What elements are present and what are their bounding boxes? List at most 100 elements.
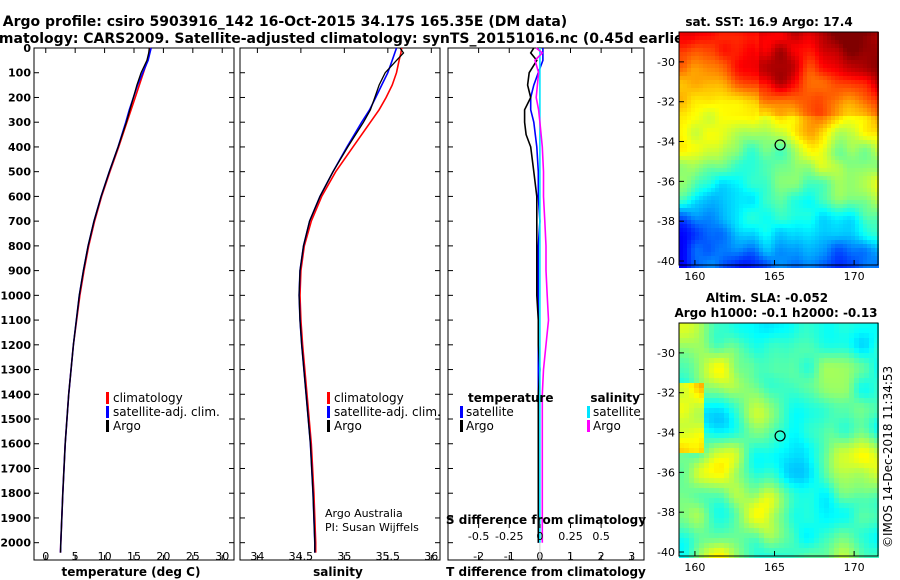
map-cell <box>723 208 727 212</box>
map-cell <box>815 68 819 72</box>
map-cell <box>809 353 814 358</box>
map-cell <box>787 228 791 232</box>
map-cell <box>819 144 823 148</box>
map-cell <box>683 192 687 196</box>
map-cell <box>771 172 775 176</box>
map-cell <box>743 200 747 204</box>
map-cell <box>819 488 824 493</box>
map-cell <box>754 403 759 408</box>
map-cell <box>799 192 803 196</box>
map-cell <box>719 92 723 96</box>
map-cell <box>694 523 699 528</box>
map-cell <box>719 448 724 453</box>
map-cell <box>823 36 827 40</box>
map-cell <box>689 463 694 468</box>
map-cell <box>764 438 769 443</box>
map-cell <box>844 398 849 403</box>
map-cell <box>751 64 755 68</box>
map-cell <box>703 228 707 232</box>
map-cell <box>843 208 847 212</box>
map-cell <box>749 433 754 438</box>
map-cell <box>839 256 843 260</box>
map-cell <box>767 180 771 184</box>
map-cell <box>683 236 687 240</box>
map-cell <box>794 493 799 498</box>
map-cell <box>755 44 759 48</box>
map-cell <box>755 32 759 36</box>
map-cell <box>691 40 695 44</box>
map-cell <box>863 232 867 236</box>
map-cell <box>839 513 844 518</box>
map-cell <box>684 388 689 393</box>
map-cell <box>815 100 819 104</box>
map-cell <box>703 128 707 132</box>
map-cell <box>743 256 747 260</box>
map-cell <box>709 533 714 538</box>
map-cell <box>739 388 744 393</box>
map-cell <box>771 264 775 268</box>
map-cell <box>707 68 711 72</box>
map-cell <box>739 523 744 528</box>
map-cell <box>719 76 723 80</box>
map-cell <box>684 343 689 348</box>
map-cell <box>859 80 863 84</box>
map-cell <box>807 136 811 140</box>
map-cell <box>791 200 795 204</box>
map-cell <box>755 72 759 76</box>
map-cell <box>755 200 759 204</box>
map-cell <box>714 393 719 398</box>
map-cell <box>755 92 759 96</box>
map-cell <box>724 398 729 403</box>
map-cell <box>699 160 703 164</box>
map-cell <box>709 468 714 473</box>
map-cell <box>791 204 795 208</box>
map-cell <box>859 128 863 132</box>
map-cell <box>874 458 879 463</box>
map-cell <box>684 498 689 503</box>
map-cell <box>791 80 795 84</box>
map-cell <box>839 100 843 104</box>
map-cell <box>783 152 787 156</box>
map-cell <box>844 448 849 453</box>
map-cell <box>771 116 775 120</box>
map-cell <box>851 36 855 40</box>
map-cell <box>769 328 774 333</box>
map-cell <box>839 140 843 144</box>
map-cell <box>829 378 834 383</box>
map-cell <box>764 533 769 538</box>
map-cell <box>689 388 694 393</box>
map-cell <box>699 116 703 120</box>
map-cell <box>727 72 731 76</box>
map-cell <box>787 72 791 76</box>
map-cell <box>795 252 799 256</box>
map-cell <box>804 378 809 383</box>
map-cell <box>707 228 711 232</box>
map-cell <box>764 338 769 343</box>
map-cell <box>679 116 683 120</box>
map-cell <box>771 100 775 104</box>
map-cell <box>767 168 771 172</box>
map-cell <box>689 538 694 543</box>
map-cell <box>835 44 839 48</box>
map-cell <box>679 164 683 168</box>
map-cell <box>739 208 743 212</box>
map-cell <box>874 333 879 338</box>
map-cell <box>834 323 839 328</box>
map-cell <box>855 168 859 172</box>
map-cell <box>854 518 859 523</box>
map-cell <box>874 528 879 533</box>
map-cell <box>729 388 734 393</box>
map-cell <box>789 488 794 493</box>
map-cell <box>849 413 854 418</box>
map-cell <box>875 196 879 200</box>
map-cell <box>743 236 747 240</box>
map-cell <box>699 528 704 533</box>
map-cell <box>783 184 787 188</box>
map-cell <box>855 244 859 248</box>
map-cell <box>744 433 749 438</box>
map-cell <box>727 240 731 244</box>
map-cell <box>814 348 819 353</box>
map-cell <box>799 403 804 408</box>
depth-tick-label: 1400 <box>0 388 31 401</box>
map-cell <box>704 378 709 383</box>
